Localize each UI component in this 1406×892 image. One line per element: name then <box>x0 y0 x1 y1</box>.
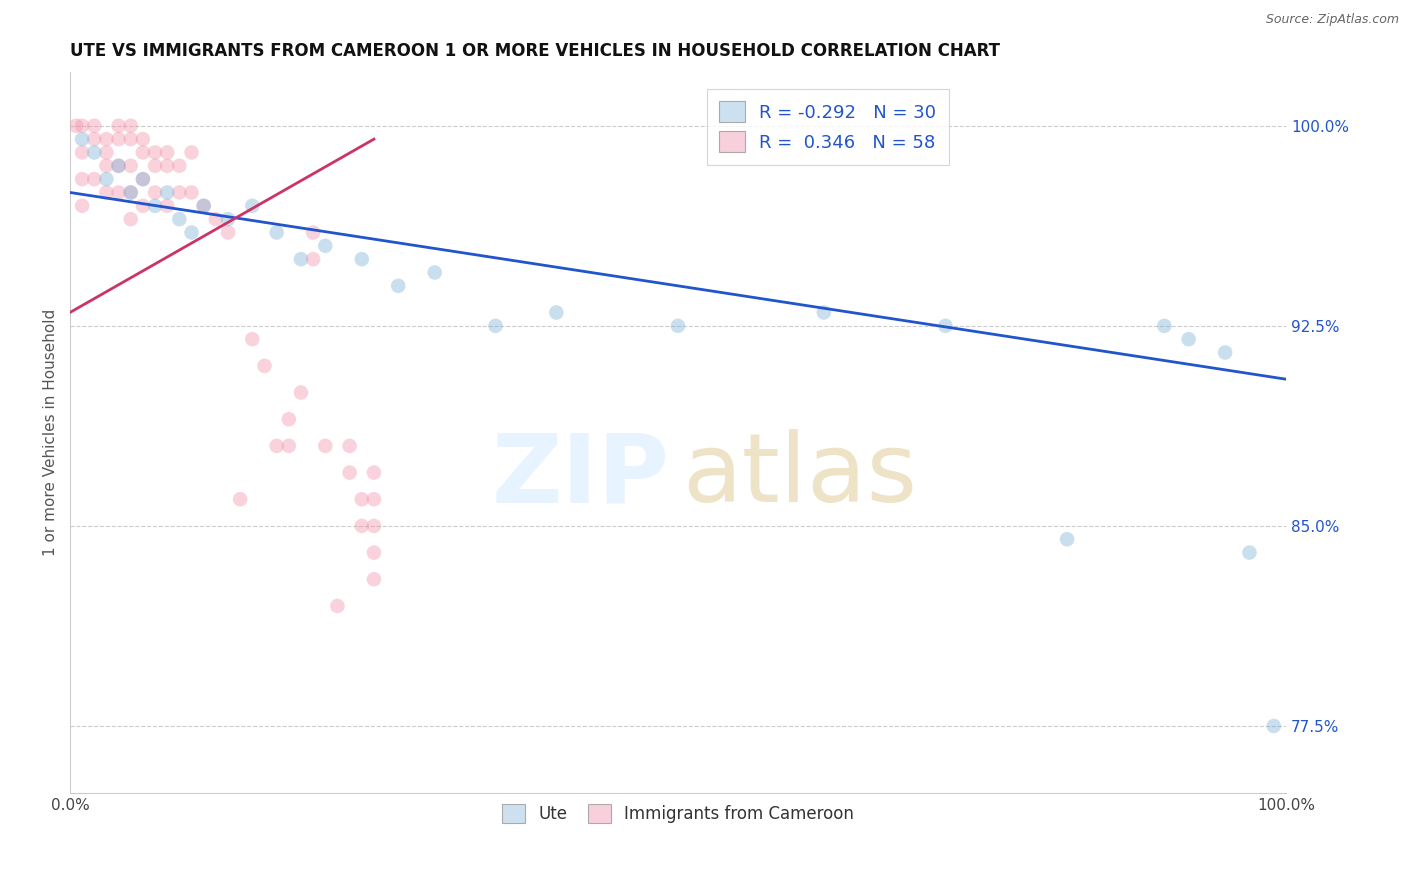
Point <box>217 212 239 227</box>
Point <box>107 132 129 146</box>
Point <box>314 239 336 253</box>
Point <box>120 186 142 200</box>
Point <box>363 492 385 507</box>
Point <box>132 199 155 213</box>
Point <box>813 305 835 319</box>
Point <box>143 145 166 160</box>
Point <box>326 599 349 613</box>
Text: ZIP: ZIP <box>492 429 669 522</box>
Point <box>1239 545 1261 559</box>
Point <box>156 199 179 213</box>
Point <box>666 318 689 333</box>
Point <box>120 212 142 227</box>
Point <box>107 159 129 173</box>
Point <box>132 172 155 186</box>
Point <box>169 186 191 200</box>
Point <box>290 385 312 400</box>
Point <box>1177 332 1199 346</box>
Point <box>193 199 215 213</box>
Point <box>107 119 129 133</box>
Point <box>107 159 129 173</box>
Point <box>96 159 118 173</box>
Point <box>96 145 118 160</box>
Point <box>70 132 93 146</box>
Point <box>314 439 336 453</box>
Point <box>339 439 361 453</box>
Point <box>387 278 409 293</box>
Point <box>96 172 118 186</box>
Point <box>96 132 118 146</box>
Text: Source: ZipAtlas.com: Source: ZipAtlas.com <box>1265 13 1399 27</box>
Point <box>484 318 506 333</box>
Point <box>193 199 215 213</box>
Point <box>302 252 325 267</box>
Point <box>1213 345 1236 359</box>
Point <box>363 466 385 480</box>
Point <box>240 332 263 346</box>
Point <box>132 132 155 146</box>
Legend: Ute, Immigrants from Cameroon: Ute, Immigrants from Cameroon <box>491 792 866 835</box>
Point <box>120 119 142 133</box>
Point <box>350 519 373 533</box>
Point <box>302 226 325 240</box>
Point <box>107 186 129 200</box>
Point <box>83 119 105 133</box>
Text: UTE VS IMMIGRANTS FROM CAMEROON 1 OR MORE VEHICLES IN HOUSEHOLD CORRELATION CHAR: UTE VS IMMIGRANTS FROM CAMEROON 1 OR MOR… <box>70 42 1000 60</box>
Point <box>290 252 312 267</box>
Point <box>180 145 202 160</box>
Point <box>143 199 166 213</box>
Point <box>363 519 385 533</box>
Point <box>143 186 166 200</box>
Point <box>1263 719 1285 733</box>
Point <box>546 305 568 319</box>
Y-axis label: 1 or more Vehicles in Household: 1 or more Vehicles in Household <box>44 309 58 557</box>
Point <box>217 226 239 240</box>
Point <box>96 186 118 200</box>
Point <box>1153 318 1175 333</box>
Point <box>70 199 93 213</box>
Point <box>156 159 179 173</box>
Point <box>266 226 288 240</box>
Point <box>934 318 956 333</box>
Point <box>350 492 373 507</box>
Point <box>1056 533 1078 547</box>
Text: atlas: atlas <box>682 429 917 522</box>
Point <box>423 265 446 279</box>
Point <box>266 439 288 453</box>
Point <box>363 545 385 559</box>
Point <box>156 145 179 160</box>
Point <box>70 145 93 160</box>
Point <box>277 439 299 453</box>
Point <box>120 186 142 200</box>
Point <box>180 186 202 200</box>
Point <box>120 132 142 146</box>
Point <box>205 212 228 227</box>
Point <box>180 226 202 240</box>
Point <box>120 159 142 173</box>
Point <box>339 466 361 480</box>
Point <box>156 186 179 200</box>
Point <box>277 412 299 426</box>
Point <box>229 492 252 507</box>
Point <box>65 119 87 133</box>
Point <box>132 145 155 160</box>
Point <box>70 119 93 133</box>
Point <box>169 159 191 173</box>
Point <box>169 212 191 227</box>
Point <box>350 252 373 267</box>
Point <box>143 159 166 173</box>
Point <box>83 145 105 160</box>
Point <box>83 132 105 146</box>
Point <box>70 172 93 186</box>
Point <box>363 572 385 586</box>
Point <box>240 199 263 213</box>
Point <box>83 172 105 186</box>
Point <box>132 172 155 186</box>
Point <box>253 359 276 373</box>
